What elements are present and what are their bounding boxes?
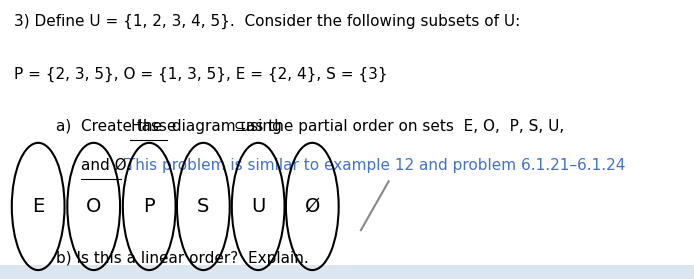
Text: Ø: Ø	[305, 197, 320, 216]
Text: Hasse: Hasse	[130, 119, 177, 134]
Text: ⊆: ⊆	[233, 119, 246, 134]
Text: and Ø.: and Ø.	[81, 158, 132, 173]
Text: P: P	[144, 197, 155, 216]
Text: O: O	[86, 197, 101, 216]
FancyBboxPatch shape	[0, 265, 694, 279]
Text: as the partial order on sets  E, O,  P, S, U,: as the partial order on sets E, O, P, S,…	[246, 119, 564, 134]
Text: E: E	[32, 197, 44, 216]
Text: b) Is this a linear order?  Explain.: b) Is this a linear order? Explain.	[56, 251, 308, 266]
Text: diagram using: diagram using	[167, 119, 281, 134]
Text: P = {2, 3, 5}, O = {1, 3, 5}, E = {2, 4}, S = {3}: P = {2, 3, 5}, O = {1, 3, 5}, E = {2, 4}…	[14, 67, 387, 82]
Text: 3) Define U = {1, 2, 3, 4, 5}.  Consider the following subsets of U:: 3) Define U = {1, 2, 3, 4, 5}. Consider …	[14, 14, 520, 29]
Text: U: U	[251, 197, 265, 216]
Text: This problem is similar to example 12 and problem 6.1.21–6.1.24: This problem is similar to example 12 an…	[121, 158, 626, 173]
Text: S: S	[197, 197, 210, 216]
Text: a)  Create the: a) Create the	[56, 119, 167, 134]
